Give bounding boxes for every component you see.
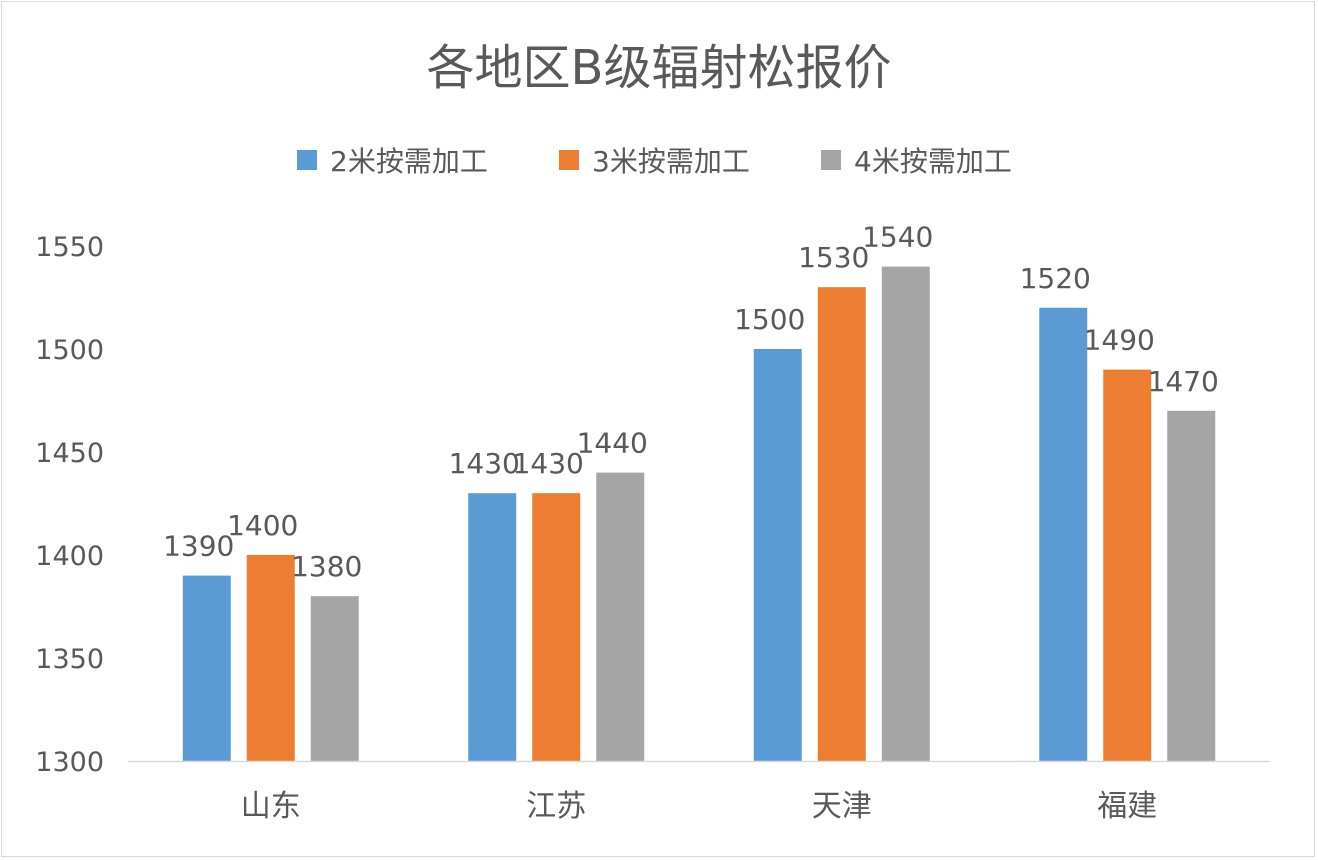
y-axis: 1300 1350 1400 1450 1500 1550: [35, 232, 104, 778]
y-tick-label: 1350: [35, 644, 104, 675]
x-tick-label: 江苏: [526, 789, 586, 824]
bar: [310, 596, 359, 761]
data-label: 1500: [734, 303, 805, 336]
legend: 2米按需加工 3米按需加工 4米按需加工: [297, 145, 1012, 178]
legend-swatch: [821, 150, 841, 170]
y-tick-label: 1550: [35, 232, 104, 263]
x-tick-label: 天津: [812, 789, 872, 824]
bar: [1039, 307, 1088, 761]
data-label: 1470: [1148, 365, 1219, 398]
bars: 1390140013801430143014401500153015401520…: [163, 221, 1219, 761]
data-label: 1520: [1020, 262, 1091, 295]
x-tick-label: 福建: [1097, 789, 1157, 824]
bar: [817, 287, 866, 761]
bar: [596, 472, 645, 761]
legend-swatch: [297, 150, 317, 170]
chart-title: 各地区B级辐射松报价: [427, 40, 892, 96]
bar: [1167, 410, 1216, 761]
legend-label: 2米按需加工: [330, 145, 488, 178]
bar: [182, 575, 231, 761]
y-tick-label: 1450: [35, 438, 104, 469]
bar: [246, 555, 295, 761]
data-label: 1530: [798, 241, 869, 274]
x-tick-label: 山东: [241, 789, 301, 824]
y-tick-label: 1300: [35, 747, 104, 778]
bar: [532, 493, 581, 761]
bar: [881, 266, 930, 761]
bar: [468, 493, 517, 761]
data-label: 1540: [862, 221, 933, 254]
x-axis: 山东 江苏 天津 福建: [128, 760, 1270, 824]
data-label: 1390: [163, 530, 234, 563]
data-label: 1490: [1084, 324, 1155, 357]
legend-label: 4米按需加工: [854, 145, 1012, 178]
bar: [1103, 369, 1152, 761]
legend-label: 3米按需加工: [592, 145, 750, 178]
data-label: 1400: [227, 509, 298, 542]
data-label: 1430: [449, 447, 520, 480]
legend-swatch: [559, 150, 579, 170]
data-label: 1380: [291, 550, 362, 583]
bar: [753, 349, 802, 761]
data-label: 1430: [513, 447, 584, 480]
y-tick-label: 1400: [35, 541, 104, 572]
data-label: 1440: [577, 427, 648, 460]
y-tick-label: 1500: [35, 335, 104, 366]
